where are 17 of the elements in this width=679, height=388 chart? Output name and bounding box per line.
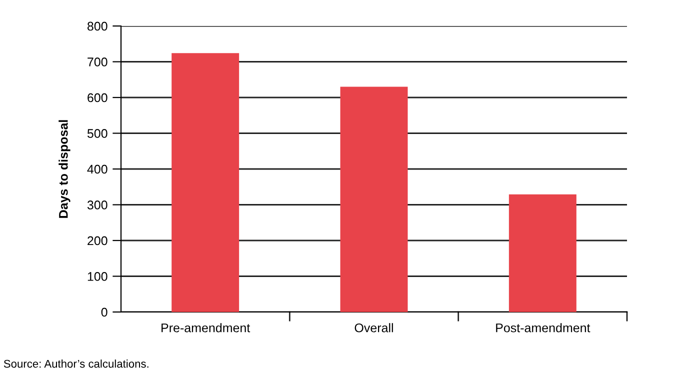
y-tick-label: 100 (88, 272, 108, 281)
bar (340, 86, 408, 312)
y-axis-title: Days to disposal (58, 120, 70, 218)
x-tick-label: Overall (354, 323, 393, 332)
x-tick-label: Post-amendment (496, 323, 590, 332)
y-tick-label: 0 (101, 308, 108, 317)
y-tick-label: 700 (88, 58, 108, 66)
y-tick-label: 600 (88, 93, 108, 102)
bar (508, 194, 576, 312)
source-note: Source: Author’s calculations. (4, 360, 148, 368)
x-tick-label: Pre-amendment (162, 323, 250, 332)
y-tick-label: 800 (87, 22, 108, 31)
y-tick-label: 400 (87, 164, 108, 174)
y-tick-label: 500 (87, 129, 108, 138)
y-tick-label: 300 (87, 200, 108, 210)
bar (172, 53, 240, 312)
y-tick-label: 200 (88, 236, 108, 246)
